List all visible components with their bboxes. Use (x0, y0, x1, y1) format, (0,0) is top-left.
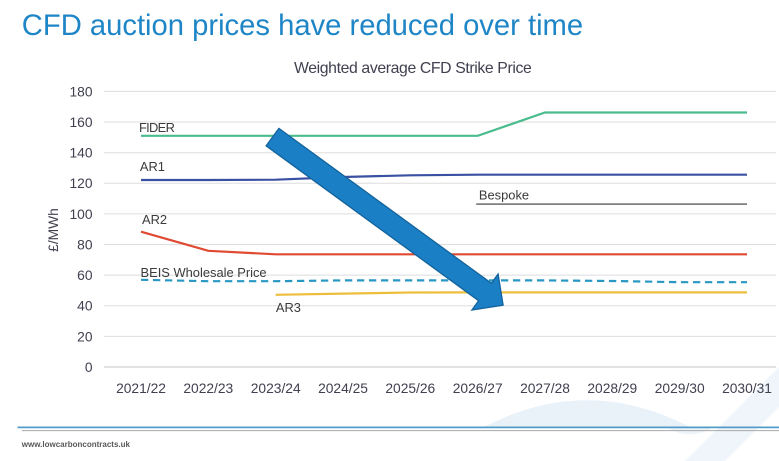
svg-text:2025/26: 2025/26 (385, 381, 435, 396)
svg-text:BEIS Wholesale Price: BEIS Wholesale Price (141, 265, 267, 280)
svg-text:Weighted average CFD Strike Pr: Weighted average CFD Strike Price (294, 60, 532, 77)
svg-text:AR1: AR1 (140, 159, 165, 174)
svg-text:0: 0 (85, 360, 93, 375)
svg-text:CFD auction prices have reduce: CFD auction prices have reduced over tim… (22, 10, 583, 42)
svg-text:FIDER: FIDER (139, 120, 175, 135)
svg-text:2029/30: 2029/30 (655, 381, 705, 396)
svg-text:100: 100 (69, 207, 92, 222)
svg-text:2021/22: 2021/22 (116, 381, 166, 396)
svg-text:20: 20 (77, 329, 93, 344)
svg-text:2026/27: 2026/27 (453, 381, 503, 396)
svg-text:www.lowcarboncontracts.uk: www.lowcarboncontracts.uk (21, 440, 131, 449)
svg-text:2030/31: 2030/31 (722, 381, 772, 396)
svg-text:2022/23: 2022/23 (183, 381, 233, 396)
svg-text:140: 140 (69, 146, 92, 161)
svg-text:80: 80 (77, 237, 93, 252)
svg-text:2023/24: 2023/24 (251, 381, 301, 396)
svg-text:2024/25: 2024/25 (318, 381, 368, 396)
svg-text:40: 40 (77, 299, 93, 314)
svg-text:AR2: AR2 (142, 212, 167, 227)
svg-text:60: 60 (77, 268, 93, 283)
svg-text:2028/29: 2028/29 (587, 381, 637, 396)
svg-text:160: 160 (69, 115, 92, 130)
svg-text:2027/28: 2027/28 (520, 381, 570, 396)
svg-text:£/MWh: £/MWh (46, 208, 61, 252)
svg-text:180: 180 (69, 84, 92, 99)
svg-text:120: 120 (69, 176, 92, 191)
svg-text:AR3: AR3 (276, 300, 301, 315)
svg-text:Bespoke: Bespoke (479, 187, 529, 202)
